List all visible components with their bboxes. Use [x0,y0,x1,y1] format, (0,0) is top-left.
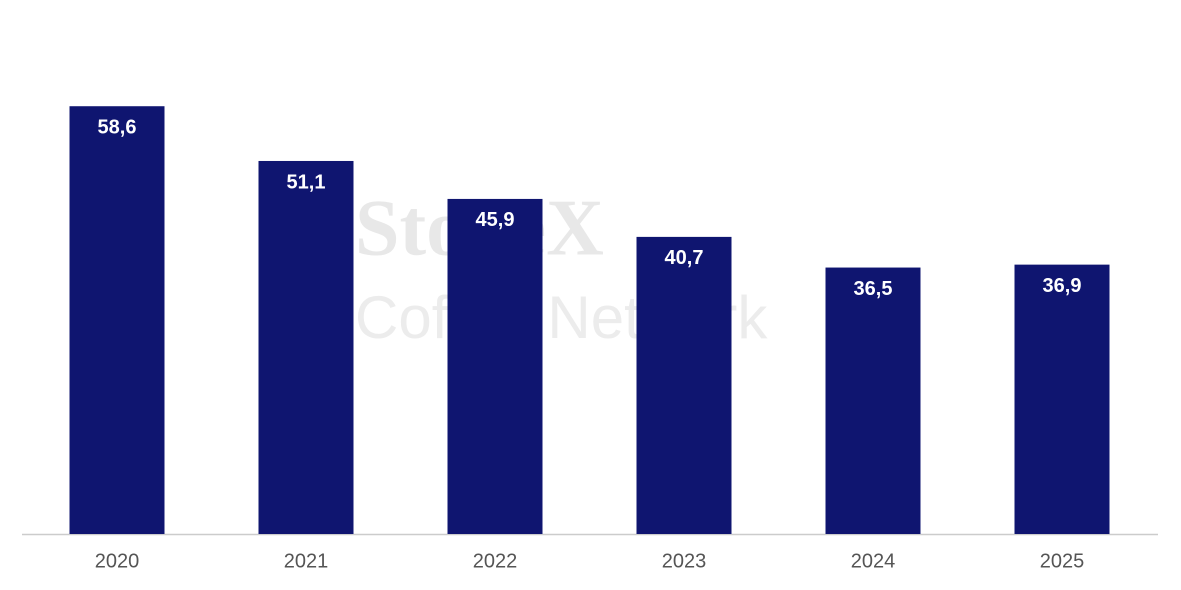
x-tick-label: 2022 [473,550,518,572]
x-tick-label: 2021 [284,550,329,572]
bar [1014,264,1110,534]
x-tick-label: 2020 [95,550,140,572]
bar [69,106,165,534]
value-label: 58,6 [98,117,137,139]
value-label: 36,5 [854,278,893,300]
value-label: 51,1 [287,171,326,193]
bar [447,198,543,534]
bar [636,236,732,534]
x-tick-label: 2023 [662,550,707,572]
value-label: 36,9 [1043,275,1082,297]
value-label: 40,7 [665,247,704,269]
bar [825,267,921,534]
value-label: 45,9 [476,209,515,231]
bar [258,160,354,534]
x-tick-label: 2024 [851,550,896,572]
x-tick-label: 2025 [1040,550,1085,572]
